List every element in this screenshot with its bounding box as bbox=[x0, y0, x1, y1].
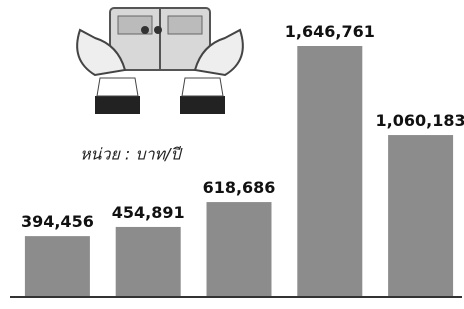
bar bbox=[116, 227, 181, 296]
bar bbox=[297, 46, 362, 296]
page: หน่วย : บาท/ปี 394,456 454,891 618,686 1,64… bbox=[0, 0, 464, 309]
value-label: 454,891 bbox=[112, 203, 185, 222]
value-label: 1,646,761 bbox=[285, 22, 375, 41]
value-label: 394,456 bbox=[21, 212, 94, 231]
value-label: 1,060,183 bbox=[376, 111, 464, 130]
bar bbox=[388, 135, 453, 296]
bar bbox=[207, 202, 272, 296]
unit-annotation: หน่วย : บาท/ปี bbox=[80, 145, 183, 164]
value-label: 618,686 bbox=[203, 178, 276, 197]
bar bbox=[25, 236, 90, 296]
chart: หน่วย : บาท/ปี 394,456 454,891 618,686 1,64… bbox=[0, 0, 464, 309]
money-illustration bbox=[77, 8, 243, 114]
